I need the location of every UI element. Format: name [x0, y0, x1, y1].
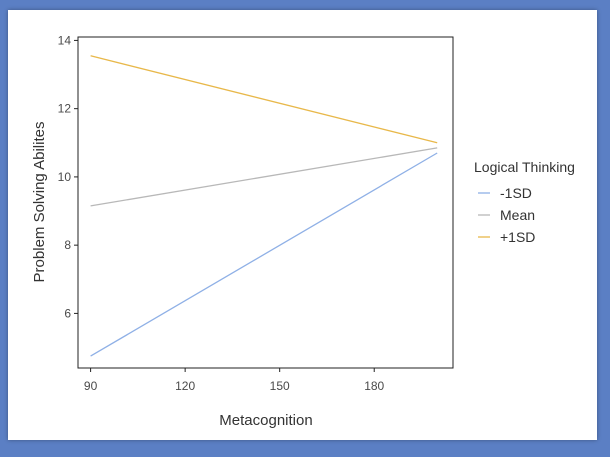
y-tick-label: 6 [64, 306, 71, 320]
x-axis-title: Metacognition [219, 412, 312, 429]
series-line-1sd [90, 55, 438, 144]
x-tick-label: 150 [270, 379, 290, 393]
legend-title: Logical Thinking [474, 159, 575, 175]
y-axis: 6 8 10 12 14 [58, 33, 78, 320]
y-axis-title: Problem Solving Abilites [31, 122, 48, 283]
plot-area [77, 36, 454, 369]
y-tick-label: 12 [58, 102, 72, 116]
x-axis: 90 120 150 180 [84, 368, 385, 393]
series-line-1sd [90, 152, 438, 357]
legend-label: Mean [500, 207, 535, 223]
x-tick-label: 120 [175, 379, 195, 393]
y-tick-label: 10 [58, 170, 72, 184]
series-line-mean [90, 147, 438, 207]
series-lines [90, 55, 438, 357]
legend-label: -1SD [500, 185, 532, 201]
legend: Logical Thinking -1SD Mean +1SD [474, 159, 575, 245]
x-tick-label: 90 [84, 379, 98, 393]
y-tick-label: 8 [64, 238, 71, 252]
legend-label: +1SD [500, 229, 535, 245]
x-tick-label: 180 [364, 379, 384, 393]
y-tick-label: 14 [58, 33, 72, 47]
